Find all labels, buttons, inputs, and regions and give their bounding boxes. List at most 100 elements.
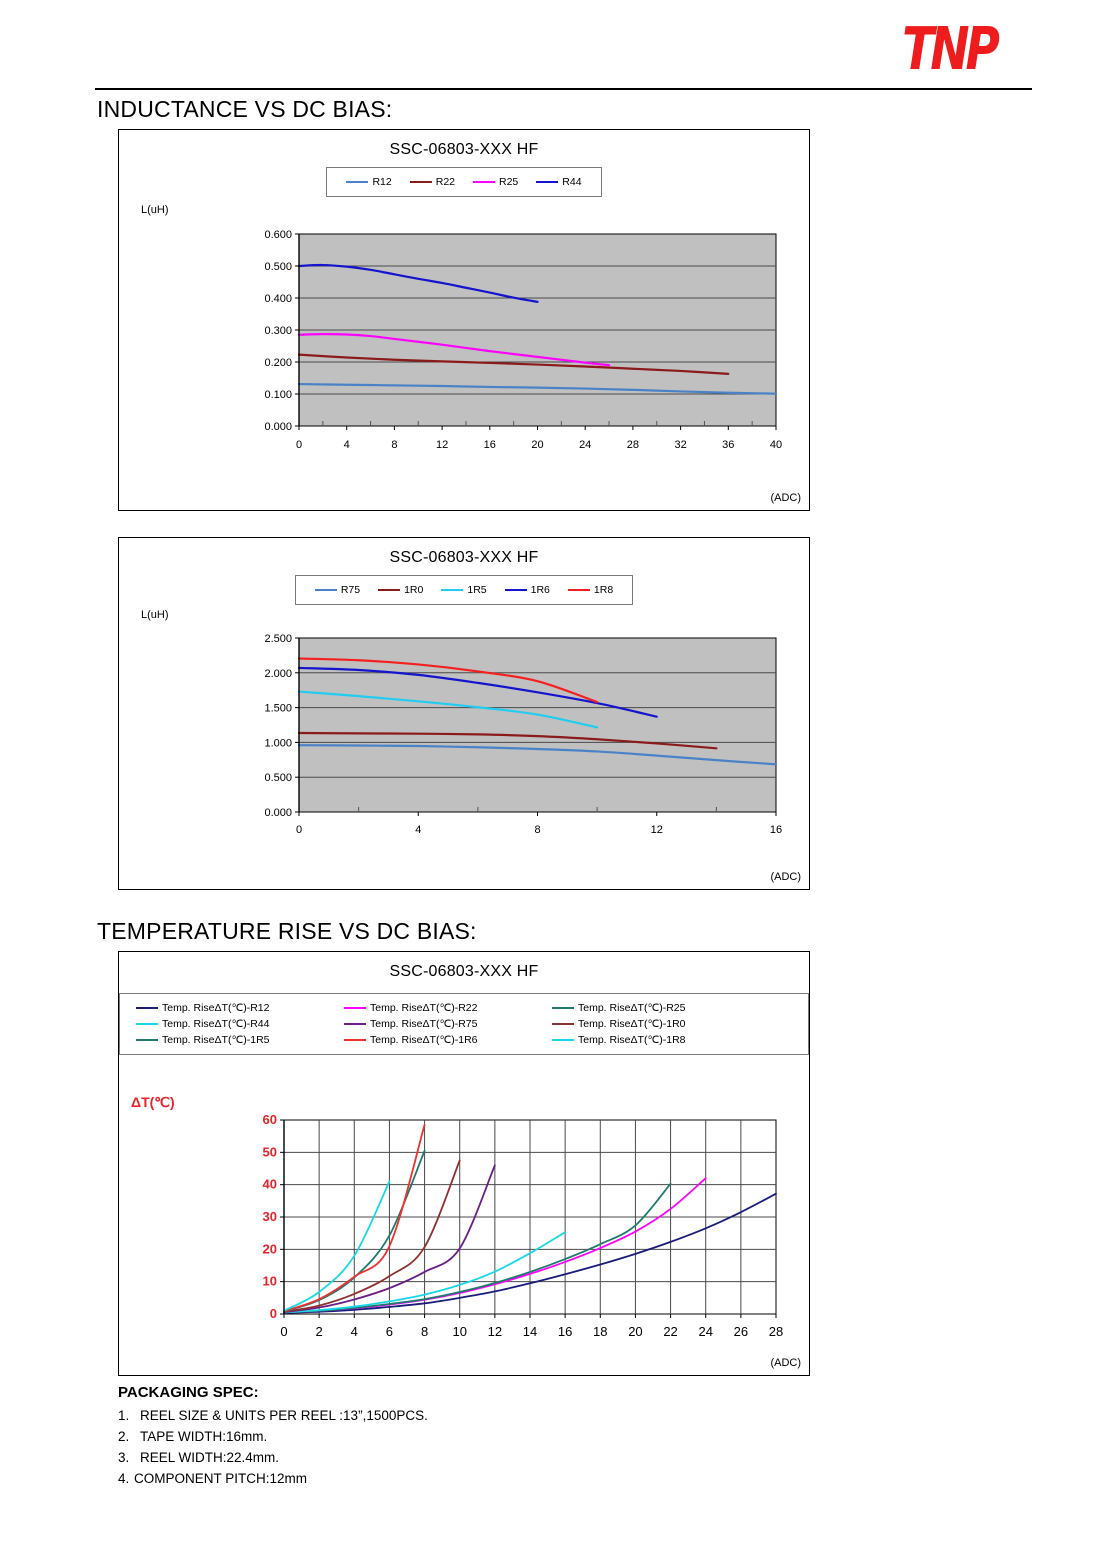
x-axis-unit: (ADC) <box>770 1357 801 1369</box>
header-divider <box>95 88 1032 90</box>
legend-label: Temp. RiseΔT(℃)-R22 <box>370 1002 478 1014</box>
legend-color-swatch <box>344 1023 366 1025</box>
legend-color-swatch <box>136 1023 158 1025</box>
series-line <box>283 1231 567 1314</box>
legend-row: Temp. RiseΔT(℃)-R44 Temp. RiseΔT(℃)-R75 Te… <box>130 1016 798 1032</box>
legend-label: R75 <box>340 584 361 596</box>
legend-color-swatch <box>504 589 527 591</box>
legend-item[interactable]: R12 <box>346 176 392 188</box>
series-line <box>297 690 599 729</box>
y-tick-label: 1.000 <box>264 737 292 749</box>
legend-color-swatch <box>441 589 464 591</box>
legend-color-swatch <box>344 1007 366 1009</box>
legend-label: R22 <box>435 176 455 188</box>
x-tick-label: 0 <box>296 824 302 836</box>
series-line <box>283 1123 426 1312</box>
x-axis-unit: (ADC) <box>770 871 801 883</box>
chart-title: SSC-06803-XXX HF <box>389 141 539 158</box>
legend-row: R75 1R0 1R5 1R6 1R8 <box>306 582 622 598</box>
legend-item[interactable]: R75 <box>314 584 361 596</box>
legend-row: Temp. RiseΔT(℃)-R12 Temp. RiseΔT(℃)-R22 Te… <box>130 1000 798 1016</box>
x-tick-label: 14 <box>523 1324 537 1339</box>
legend-item[interactable]: Temp. RiseΔT(℃)-1R5 <box>136 1034 332 1046</box>
page-header: TNP <box>0 0 1102 96</box>
packaging-item-text: COMPONENT PITCH:12mm <box>134 1471 308 1486</box>
packaging-item: 1. REEL SIZE & UNITS PER REEL :13”,1500PC… <box>118 1405 1102 1426</box>
legend-item[interactable]: Temp. RiseΔT(℃)-R12 <box>136 1002 332 1014</box>
x-tick-label: 6 <box>386 1324 393 1339</box>
legend-label: R44 <box>562 176 582 188</box>
packaging-item-text: REEL WIDTH:22.4mm. <box>140 1450 280 1465</box>
x-tick-label: 28 <box>769 1324 783 1339</box>
series-line <box>297 731 718 750</box>
x-tick-label: 12 <box>651 824 663 836</box>
legend-item[interactable]: R44 <box>536 176 582 188</box>
legend-item[interactable]: Temp. RiseΔT(℃)-1R8 <box>552 1034 748 1046</box>
legend-item[interactable]: 1R0 <box>378 584 423 596</box>
legend-color-swatch <box>314 589 337 591</box>
x-tick-label: 28 <box>627 439 639 451</box>
legend-box: Temp. RiseΔT(℃)-R12 Temp. RiseΔT(℃)-R22 Te… <box>119 993 809 1055</box>
packaging-item-text: TAPE WIDTH:16mm. <box>140 1429 268 1444</box>
y-tick-label: 30 <box>263 1209 277 1224</box>
legend-item[interactable]: 1R5 <box>441 584 487 596</box>
legend-item[interactable]: Temp. RiseΔT(℃)-1R0 <box>552 1018 748 1030</box>
packaging-heading: PACKAGING SPEC: <box>118 1384 259 1401</box>
plot-area: 0.000 0.500 1.000 1.500 2.000 2.500 0 4 8 12 16 <box>119 630 811 862</box>
legend-item[interactable]: R22 <box>409 176 455 188</box>
legend-item[interactable]: Temp. RiseΔT(℃)-R44 <box>136 1018 332 1030</box>
y-tick-label: 0.600 <box>264 229 292 241</box>
legend-item[interactable]: Temp. RiseΔT(℃)-R75 <box>344 1018 540 1030</box>
y-tick-label: 0 <box>270 1306 277 1321</box>
legend-color-swatch <box>567 589 590 591</box>
legend-color-swatch <box>378 589 401 591</box>
packaging-item-text: REEL SIZE & UNITS PER REEL :13”,1500PCS. <box>140 1408 428 1423</box>
x-tick-label: 40 <box>770 439 782 451</box>
x-tick-label: 20 <box>531 439 543 451</box>
x-tick-label: 4 <box>344 439 350 451</box>
x-tick-label: 26 <box>734 1324 748 1339</box>
plot-svg: 0.000 0.500 1.000 1.500 2.000 2.500 0 4 8 12 16 <box>264 633 782 836</box>
y-axis-label: ΔT(℃) <box>131 1094 175 1110</box>
legend-label: Temp. RiseΔT(℃)-1R0 <box>578 1018 686 1030</box>
legend-label: R12 <box>372 176 392 188</box>
x-tick-label: 4 <box>415 824 421 836</box>
legend-color-swatch <box>536 181 559 183</box>
x-tick-label: 8 <box>534 824 540 836</box>
y-tick-label: 1.500 <box>264 703 292 715</box>
y-tick-label: 0.100 <box>264 389 292 401</box>
x-tick-label: 24 <box>579 439 591 451</box>
plot-svg: 0.000 0.100 0.200 0.300 0.400 0.500 0.600 0 4 8 12… <box>264 229 782 451</box>
y-tick-label: 0.200 <box>264 357 292 369</box>
legend-label: Temp. RiseΔT(℃)-1R8 <box>578 1034 686 1046</box>
y-axis-label: L(uH) <box>141 204 169 216</box>
legend-color-swatch <box>346 181 369 183</box>
plot-area: 0 10 20 30 40 50 60 0 2 4 6 8 10 12 14 16 18 20 22 24 26 28 <box>119 1112 811 1362</box>
y-tick-label: 0.500 <box>264 261 292 273</box>
legend-label: 1R6 <box>530 584 550 596</box>
chart-inductance-2: SSC-06803-XXX HF R75 1R0 1R5 1R6 1R8 L(uH) 0… <box>118 537 810 890</box>
legend-label: Temp. RiseΔT(℃)-1R6 <box>370 1034 478 1046</box>
packaging-item-number: 2. <box>118 1429 130 1444</box>
legend-item[interactable]: 1R6 <box>504 584 550 596</box>
legend-color-swatch <box>344 1039 366 1041</box>
legend-item[interactable]: R25 <box>473 176 518 188</box>
legend-item[interactable]: Temp. RiseΔT(℃)-1R6 <box>344 1034 540 1046</box>
packaging-item: 4. COMPONENT PITCH:12mm <box>118 1468 1102 1489</box>
x-tick-label: 0 <box>280 1324 287 1339</box>
legend-color-swatch <box>552 1039 574 1041</box>
legend-item[interactable]: 1R8 <box>567 584 613 596</box>
y-tick-label: 2.000 <box>264 668 292 680</box>
x-tick-label: 18 <box>593 1324 607 1339</box>
series-line <box>283 1164 496 1313</box>
x-tick-label: 36 <box>722 439 734 451</box>
y-tick-label: 20 <box>263 1241 277 1256</box>
x-tick-label: 0 <box>296 439 302 451</box>
legend-item[interactable]: Temp. RiseΔT(℃)-R22 <box>344 1002 540 1014</box>
legend-color-swatch <box>552 1007 574 1009</box>
legend-color-swatch <box>552 1023 574 1025</box>
series-line <box>283 1182 672 1314</box>
legend-item[interactable]: Temp. RiseΔT(℃)-R25 <box>552 1002 748 1014</box>
series-line <box>283 1180 391 1312</box>
